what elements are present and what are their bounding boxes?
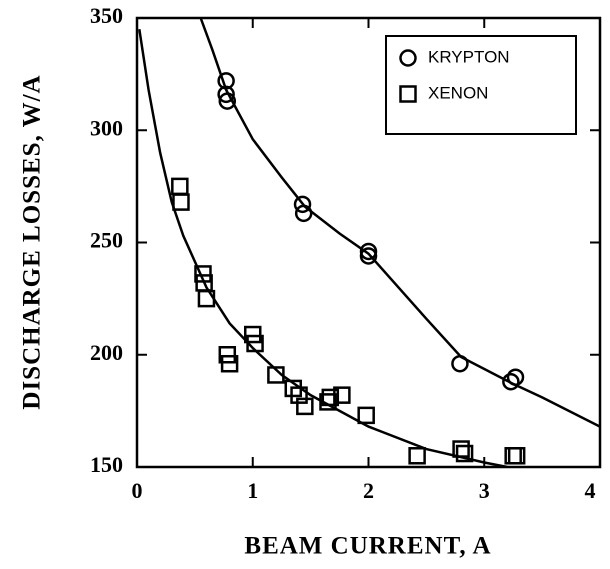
point (267, 366, 285, 384)
x-axis-title: BEAM CURRENT, A (244, 533, 491, 560)
legend-label: XENON (428, 83, 488, 102)
x-tick-label: 2 (363, 478, 374, 503)
point (246, 334, 264, 353)
y-tick-label: 350 (90, 3, 123, 28)
point (220, 354, 239, 373)
point (244, 325, 262, 344)
point (452, 440, 470, 458)
point (172, 193, 190, 211)
x-tick-label: 1 (247, 478, 258, 503)
point (507, 447, 526, 465)
x-tick-label: 4 (585, 478, 596, 503)
y-tick-label: 200 (90, 340, 123, 365)
point (321, 388, 340, 407)
point (218, 346, 237, 364)
legend-label: KRYPTON (428, 47, 510, 66)
y-tick-label: 250 (90, 228, 123, 253)
y-axis-title: DISCHARGE LOSSES, W/A (19, 74, 46, 409)
point (451, 354, 469, 373)
fit-line (138, 29, 508, 467)
point (294, 204, 313, 223)
point (218, 92, 237, 110)
legend-marker (399, 49, 417, 67)
legend-box (385, 35, 577, 135)
y-tick-label: 300 (90, 115, 123, 140)
point (359, 247, 378, 265)
x-tick-label: 0 (132, 478, 143, 503)
point (455, 444, 474, 463)
point (502, 372, 520, 391)
point (408, 447, 426, 465)
legend-marker (399, 85, 417, 103)
x-tick-label: 3 (479, 478, 490, 503)
point (293, 195, 312, 214)
point (197, 289, 216, 308)
point (171, 177, 189, 196)
point (333, 386, 351, 404)
point (194, 265, 212, 283)
point (296, 397, 314, 416)
point (217, 72, 235, 90)
y-tick-label: 150 (90, 452, 123, 477)
point (217, 85, 235, 104)
point (290, 386, 308, 404)
point (357, 406, 375, 425)
point (506, 368, 525, 386)
